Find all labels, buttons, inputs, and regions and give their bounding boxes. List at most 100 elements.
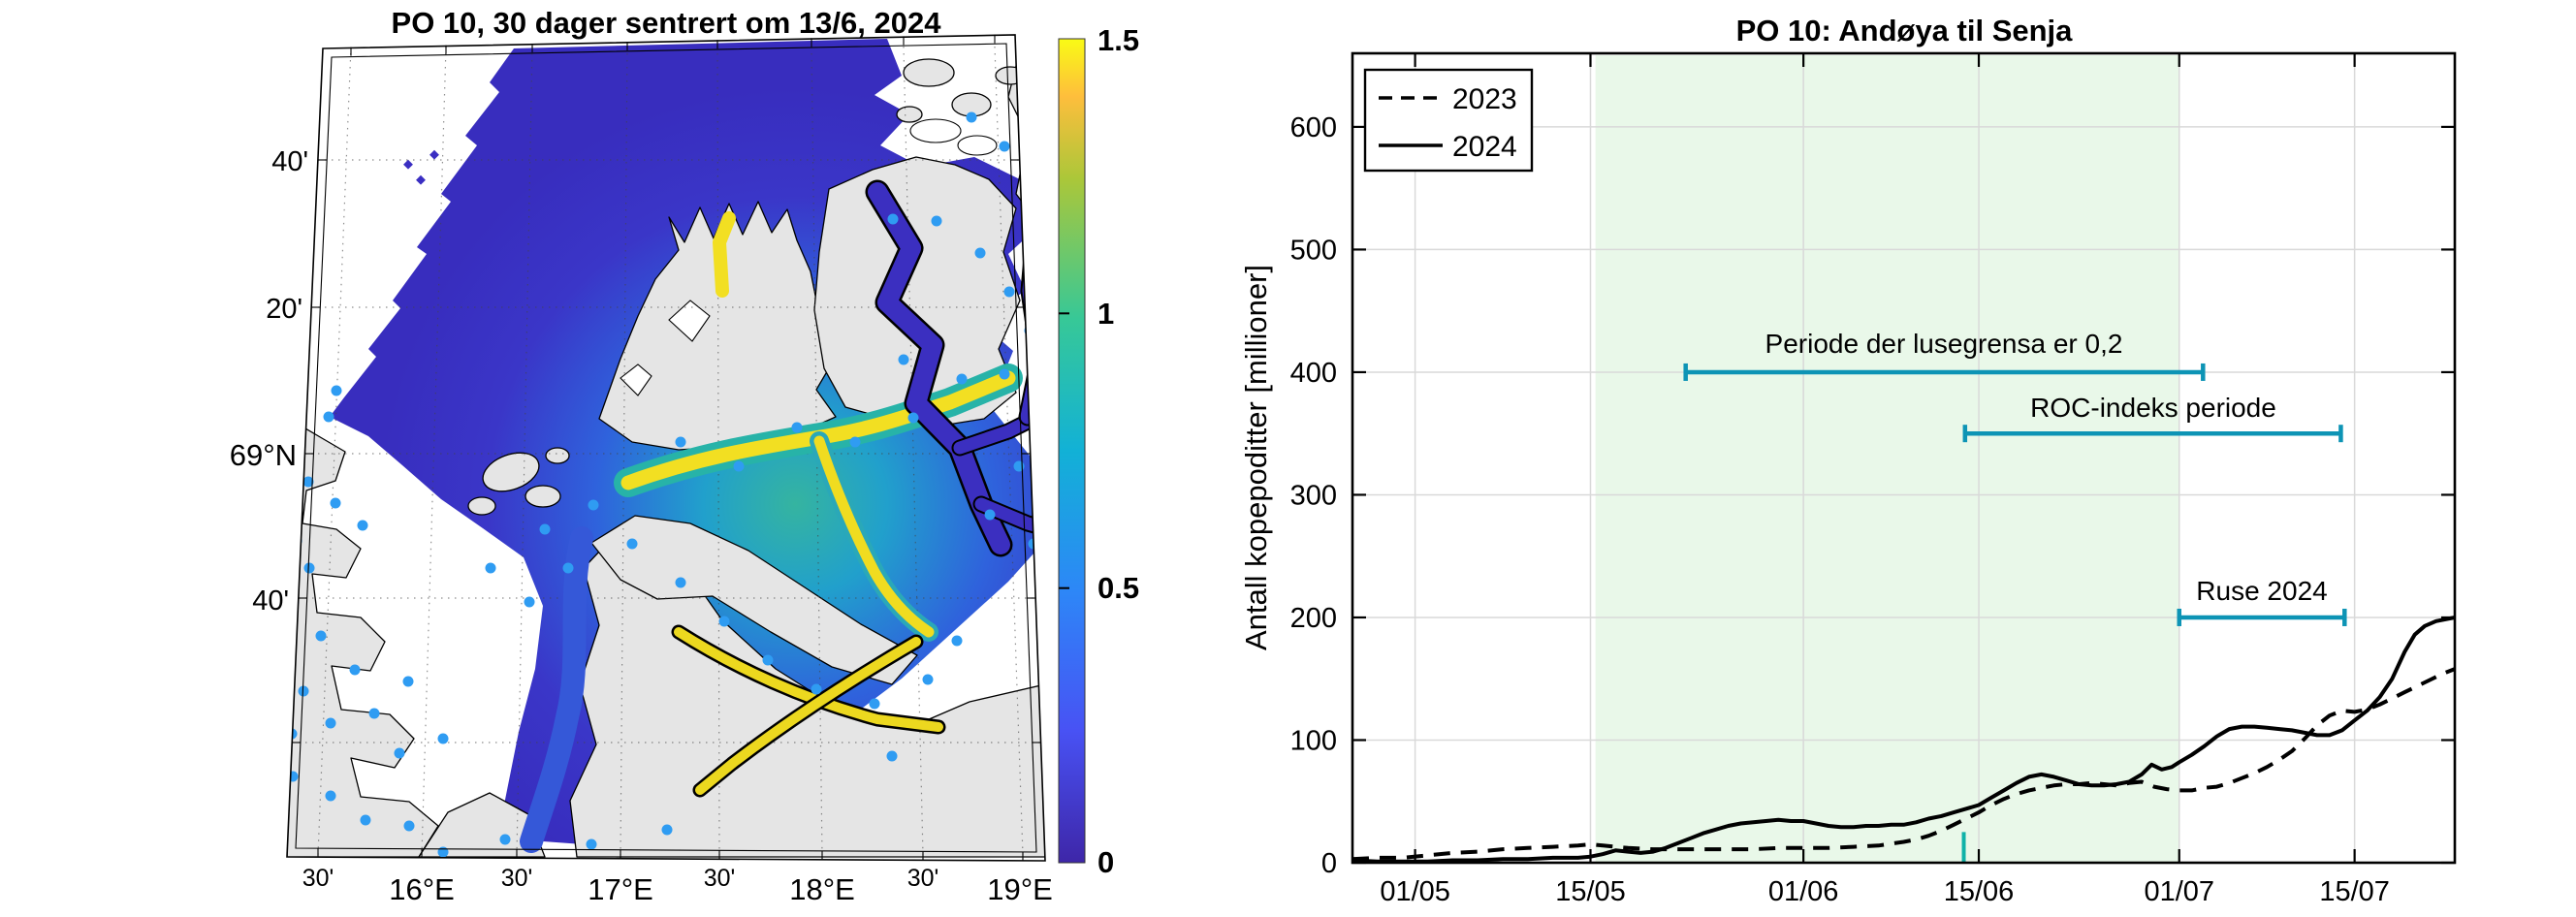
farm-marker <box>886 750 898 762</box>
farm-marker <box>956 373 968 385</box>
farm-marker <box>869 698 880 710</box>
shaded-region <box>1595 55 2179 863</box>
lat-tick: 40' <box>271 146 308 177</box>
annotation-bar <box>1962 425 2343 443</box>
nodata-fjords <box>620 118 998 396</box>
lat-tick: 69°N <box>230 438 297 472</box>
farm-marker <box>562 562 574 574</box>
lon-tick: 30' <box>501 865 533 892</box>
lon-tick: 30' <box>704 865 736 892</box>
farm-marker <box>811 683 822 695</box>
island <box>896 106 923 123</box>
y-axis-label: Antall kopepoditter [millioner] <box>1239 265 1273 650</box>
y-tick-label: 300 <box>1290 480 1337 511</box>
map-panel: PO 10, 30 dager sentrert om 13/6, 2024 <box>230 6 1139 906</box>
legend-box <box>1363 68 1534 173</box>
x-tick-label: 01/07 <box>2144 876 2214 907</box>
lat-tick: 40' <box>252 585 289 617</box>
y-tick-label: 600 <box>1290 112 1337 143</box>
y-tick-label: 0 <box>1321 848 1337 879</box>
legend: 2023 2024 <box>1363 68 1534 173</box>
farm-marker <box>524 596 535 608</box>
chart-plot-layer: 01/05 15/05 01/06 15/06 01/07 15/07 0 100 200 300… <box>1290 53 2456 907</box>
farm-marker <box>588 499 599 511</box>
map-body <box>287 39 1045 858</box>
frame-ticks <box>292 34 1041 861</box>
annotation-bar <box>2177 608 2347 626</box>
farm-marker <box>325 790 336 802</box>
farm-marker <box>302 476 314 488</box>
x-tick-label: 15/06 <box>1944 876 2015 907</box>
farm-marker <box>791 422 803 433</box>
land-south-small <box>418 792 546 858</box>
farm-marker <box>298 685 309 697</box>
farm-marker <box>437 846 449 858</box>
lat-tick: 20' <box>266 294 302 325</box>
farm-marker <box>330 497 341 509</box>
island <box>482 452 540 492</box>
legend-entry-2024: 2024 <box>1452 131 1517 163</box>
farm-marker <box>931 215 942 227</box>
farm-marker <box>287 654 296 666</box>
lon-tick: 30' <box>907 865 939 892</box>
series-line-2023 <box>1352 667 2456 862</box>
farm-marker <box>762 654 774 666</box>
farm-marker <box>315 630 327 642</box>
farm-marker <box>733 460 745 472</box>
island <box>467 496 496 516</box>
farm-marker <box>999 368 1010 380</box>
colorbar-tick-label: 1.5 <box>1097 23 1139 57</box>
farm-marker <box>999 141 1010 152</box>
data-specks <box>403 149 439 185</box>
farm-marker <box>974 247 986 259</box>
annotation-ruse-label: Ruse 2024 <box>2196 576 2327 606</box>
colorbar-gradient <box>1058 38 1086 864</box>
annotation-roc-label: ROC-indeks periode <box>2030 393 2276 423</box>
colorbar-tick-label: 0 <box>1097 845 1114 879</box>
lon-tick: 18°E <box>789 872 855 906</box>
farm-marker <box>907 412 919 424</box>
farm-marker <box>499 834 511 845</box>
annotation-bar <box>1683 363 2206 381</box>
island <box>545 447 570 464</box>
farm-marker <box>586 838 597 850</box>
farm-marker <box>357 520 368 531</box>
colorbar: 1.5 1 0.5 0 <box>1058 23 1139 879</box>
farm-marker <box>966 111 977 123</box>
island <box>525 485 561 508</box>
farm-marker <box>325 717 336 729</box>
farm-marker <box>626 538 638 550</box>
farm-marker <box>303 562 315 574</box>
map-axis-labels: 40' 20' 69°N 40' 30' 16°E 30' 17°E 30' 1… <box>230 146 1053 906</box>
legend-entry-2023: 2023 <box>1452 83 1517 115</box>
y-tick-label: 100 <box>1290 725 1337 756</box>
farm-marker <box>360 814 371 826</box>
farm-marker <box>1028 402 1039 414</box>
lon-tick: 19°E <box>987 872 1053 906</box>
farm-marker <box>951 635 963 647</box>
farm-marker <box>403 820 415 832</box>
farm-marker <box>349 664 361 676</box>
farm-marker <box>539 523 551 535</box>
series-line-2024 <box>1352 616 2456 864</box>
land-west-coast <box>287 418 439 858</box>
farm-marker <box>287 771 299 782</box>
y-tick-label: 200 <box>1290 603 1337 634</box>
lon-tick: 16°E <box>389 872 455 906</box>
farm-marker <box>1003 286 1015 298</box>
x-tick-label: 15/07 <box>2319 876 2390 907</box>
chart-title: PO 10: Andøya til Senja <box>1736 14 2074 47</box>
y-tick-label: 400 <box>1290 358 1337 389</box>
island <box>995 66 1026 85</box>
farm-marker <box>675 436 686 448</box>
farm-marker <box>331 385 342 396</box>
farm-marker <box>485 562 496 574</box>
island <box>903 58 955 87</box>
x-tick-label: 15/05 <box>1555 876 1626 907</box>
colorbar-ticks <box>1059 312 1069 589</box>
chart-panel: PO 10: Andøya til Senja Antall kopepodit… <box>1239 14 2457 907</box>
farm-marker <box>323 411 334 423</box>
graticule <box>292 46 1041 856</box>
